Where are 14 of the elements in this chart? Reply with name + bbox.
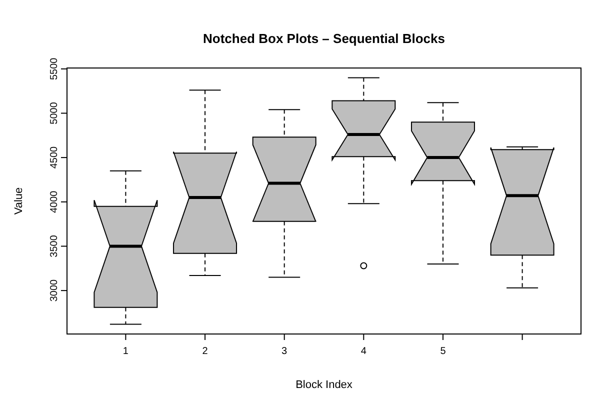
y-tick-label: 5000 (49, 102, 60, 124)
x-tick-label: 4 (360, 346, 367, 357)
y-tick-label: 4500 (49, 146, 60, 169)
y-axis-title: Value (13, 187, 25, 215)
y-tick-label: 3500 (49, 234, 60, 258)
x-tick-label: 1 (122, 346, 129, 357)
y-tick-label: 5500 (49, 57, 60, 80)
y-tick-label: 4000 (49, 190, 60, 214)
chart-title: Notched Box Plots – Sequential Blocks (203, 31, 445, 46)
x-tick-label: 3 (282, 346, 288, 357)
x-tick-label: 5 (440, 346, 446, 357)
y-tick-label: 3000 (49, 278, 60, 302)
x-axis-title: Block Index (296, 379, 353, 391)
x-tick-label: 2 (202, 346, 208, 357)
